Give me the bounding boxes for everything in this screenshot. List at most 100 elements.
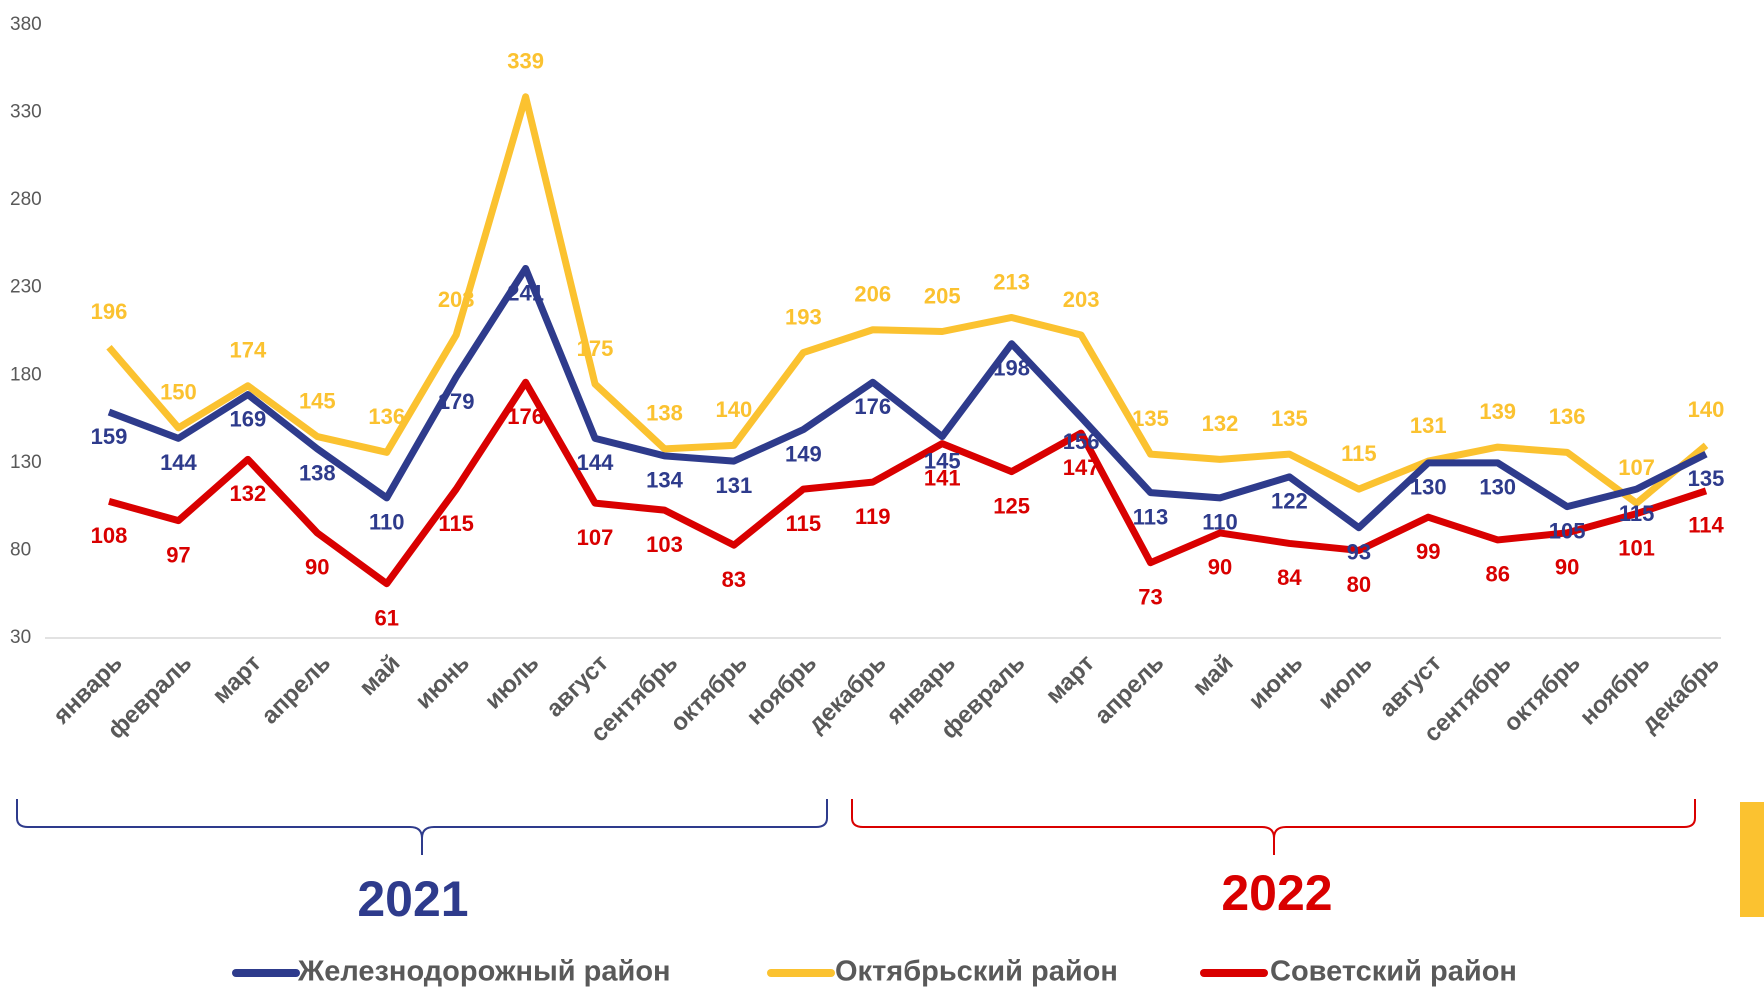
data-label: 115: [438, 511, 474, 536]
x-tick-label: март: [207, 649, 266, 708]
data-label: 130: [1410, 475, 1447, 500]
data-label: 176: [507, 404, 544, 429]
year-label: 2021: [357, 871, 468, 927]
year-label: 2022: [1221, 865, 1332, 921]
data-label: 339: [507, 49, 544, 74]
data-label: 135: [1132, 406, 1169, 431]
series-line: [106, 93, 1709, 507]
data-label: 107: [577, 525, 614, 550]
data-label: 61: [374, 606, 398, 631]
x-tick-label: апрель: [1089, 650, 1169, 730]
data-label: 110: [1202, 510, 1238, 535]
data-label: 84: [1277, 565, 1302, 590]
data-label: 97: [166, 542, 190, 567]
data-label: 147: [1063, 455, 1100, 480]
legend-label: Железнодорожный район: [297, 956, 671, 988]
data-label: 156: [1063, 429, 1100, 454]
data-label: 105: [1549, 518, 1586, 543]
data-label: 115: [786, 511, 822, 536]
data-label: 93: [1347, 539, 1371, 564]
data-label: 134: [646, 468, 683, 493]
legend-label: Октябрьский район: [835, 956, 1118, 988]
y-tick-label: 80: [10, 539, 31, 560]
x-tick-label: июль: [480, 650, 545, 715]
data-label: 150: [160, 380, 197, 405]
data-label: 136: [368, 404, 405, 429]
data-label: 103: [646, 532, 683, 557]
data-label: 114: [1688, 513, 1724, 538]
data-label: 136: [1549, 404, 1586, 429]
data-label: 132: [1202, 411, 1239, 436]
data-label: 175: [577, 336, 614, 361]
data-label: 196: [91, 299, 128, 324]
y-tick-label: 30: [10, 627, 31, 648]
data-label: 115: [1619, 501, 1655, 526]
x-tick-label: июль: [1313, 650, 1378, 715]
data-label: 90: [1555, 555, 1579, 580]
series-line: [107, 264, 1708, 532]
series-line: [108, 378, 1708, 588]
data-label: 193: [785, 304, 822, 329]
decoration: [1740, 802, 1764, 917]
data-label: 139: [1479, 399, 1516, 424]
data-label: 130: [1479, 475, 1516, 500]
data-label: 86: [1485, 562, 1509, 587]
data-label: 205: [924, 283, 961, 308]
x-tick-label: май: [1187, 650, 1238, 701]
data-label: 135: [1271, 406, 1308, 431]
data-label: 138: [299, 461, 336, 486]
data-label: 108: [91, 523, 128, 548]
data-label: 110: [369, 510, 405, 535]
data-label: 176: [854, 394, 891, 419]
data-label: 144: [577, 450, 614, 475]
data-label: 241: [507, 280, 544, 305]
data-label: 119: [855, 504, 891, 529]
data-label: 179: [438, 389, 475, 414]
y-tick-label: 380: [10, 14, 42, 35]
x-tick-label: апрель: [256, 650, 336, 730]
data-label: 135: [1688, 466, 1725, 491]
x-tick-label: октябрь: [665, 650, 752, 737]
data-label: 145: [299, 388, 336, 413]
data-label: 169: [230, 406, 267, 431]
y-tick-label: 230: [10, 277, 42, 298]
data-label: 203: [1063, 287, 1100, 312]
data-label: 149: [785, 441, 822, 466]
data-label: 131: [1410, 413, 1447, 438]
x-tick-label: май: [354, 650, 405, 701]
data-label: 83: [722, 567, 746, 592]
data-label: 125: [993, 493, 1030, 518]
brace-2021: [16, 799, 828, 855]
data-label: 80: [1347, 572, 1371, 597]
data-label: 174: [230, 338, 267, 363]
y-tick-label: 180: [10, 364, 42, 385]
data-label: 203: [438, 287, 475, 312]
y-tick-label: 130: [10, 452, 42, 473]
data-label: 198: [993, 356, 1030, 381]
data-label: 113: [1133, 504, 1169, 529]
data-label: 90: [1208, 555, 1232, 580]
data-label: 131: [716, 473, 753, 498]
data-label: 122: [1271, 489, 1308, 514]
data-label: 99: [1416, 539, 1440, 564]
x-tick-label: июнь: [410, 650, 475, 715]
data-label: 90: [305, 555, 329, 580]
data-label: 159: [91, 424, 128, 449]
brace-2022: [851, 799, 1696, 855]
data-label: 141: [924, 465, 961, 490]
data-label: 140: [1688, 397, 1725, 422]
legend-label: Советский район: [1270, 956, 1517, 988]
y-tick-label: 280: [10, 189, 42, 210]
x-tick-label: октябрь: [1498, 650, 1585, 737]
data-label: 138: [646, 401, 683, 426]
data-label: 144: [160, 450, 197, 475]
y-tick-label: 330: [10, 102, 42, 123]
x-tick-label: март: [1040, 649, 1099, 708]
data-label: 140: [716, 397, 753, 422]
data-label: 101: [1618, 535, 1655, 560]
data-label: 213: [993, 269, 1030, 294]
x-tick-label: июнь: [1243, 650, 1308, 715]
data-label: 206: [854, 282, 891, 307]
data-label: 73: [1138, 585, 1162, 610]
